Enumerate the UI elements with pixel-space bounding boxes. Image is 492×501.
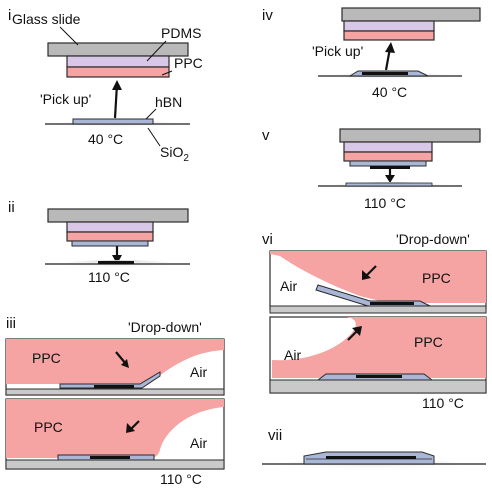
pickup-arrowhead (385, 42, 395, 53)
graphene-flake (326, 456, 416, 459)
arrow-top (365, 265, 377, 277)
label-temp-iii: 110 °C (160, 471, 202, 487)
label-ppc-vi-bottom: PPC (414, 334, 443, 350)
label-pick-up-iv: 'Pick up' (312, 43, 363, 59)
label-ppc-vi-top: PPC (422, 270, 451, 286)
label-ppc-iii-top: PPC (32, 350, 61, 366)
panel-vi: vi 'Drop-down' Air PPC Air PPC 110 °C (262, 231, 487, 411)
pdms-layer (343, 141, 433, 153)
ppc-region-bottom (270, 317, 486, 378)
pickup-arrowhead (112, 80, 122, 90)
ppc-layer (343, 30, 435, 41)
label-air-vi-bottom: Air (284, 347, 301, 363)
label-drop-down-vi: 'Drop-down' (396, 231, 470, 247)
leader-glass (59, 26, 79, 46)
arrowhead-bottom (126, 423, 135, 433)
pdms-layer (66, 221, 154, 233)
leader-pdms (146, 40, 167, 62)
glass-slide (47, 42, 189, 57)
graphene-flake (94, 385, 134, 388)
panel-ii-numeral: ii (8, 199, 15, 216)
graphene-flake (370, 166, 410, 169)
hbn-flake-bent (315, 284, 431, 307)
hbn-flake-bent (59, 371, 161, 389)
substrate-top (269, 305, 487, 314)
drop-arrowhead (112, 255, 122, 264)
glass-slide (339, 128, 481, 143)
hbn-flake (349, 160, 427, 167)
panel-vii: vii (262, 427, 486, 482)
graphene-flake (362, 72, 408, 75)
panel-v: v 110 °C (262, 127, 481, 211)
hbn-flake (72, 118, 154, 125)
panel-iii: iii 'Drop-down' PPC Air PPC Air 110 °C (5, 315, 225, 487)
panel-ii: ii 110 °C (8, 199, 190, 285)
leader-hbn (145, 108, 157, 120)
label-temp-vi: 110 °C (422, 395, 464, 411)
ppc-region-top (6, 339, 224, 384)
label-glass-slide: Glass slide (12, 11, 81, 27)
label-temp-v: 110 °C (364, 195, 406, 211)
pdms-layer (343, 20, 435, 32)
panel-iii-numeral: iii (6, 315, 16, 332)
panel-i-numeral: i (8, 7, 11, 24)
substrate-top (5, 388, 225, 396)
panel-iv: iv 'Pick up' 40 °C (262, 7, 481, 100)
label-ppc: PPC (174, 55, 203, 71)
leader-sio2 (147, 127, 161, 147)
ppc-layer (66, 66, 170, 78)
graphene-flake (90, 456, 130, 459)
ppc-layer (66, 231, 154, 242)
label-temp-ii: 110 °C (88, 269, 130, 285)
panel-iv-numeral: iv (262, 7, 273, 24)
arrowhead-top (362, 270, 371, 280)
label-pick-up: 'Pick up' (40, 91, 91, 107)
label-ppc-iii-bottom: PPC (34, 419, 63, 435)
panel-i: i Glass slide PDMS PPC 'Pick up' hBN 40 … (8, 7, 203, 164)
substrate-bottom (5, 459, 225, 470)
label-air-iii-top: Air (190, 364, 207, 380)
graphene-flake (370, 302, 414, 305)
arrowhead-bottom (352, 326, 362, 336)
glass-slide (341, 7, 481, 22)
graphene-flake (98, 261, 134, 264)
substrate-bottom (269, 379, 487, 394)
label-pdms: PDMS (161, 25, 201, 41)
hbn-flake (71, 240, 149, 247)
label-air-iii-bottom: Air (190, 435, 207, 451)
label-drop-down-iii: 'Drop-down' (128, 319, 202, 335)
arrowhead-top (121, 359, 129, 368)
ppc-layer (343, 151, 433, 162)
label-hbn: hBN (155, 94, 182, 110)
ppc-region-bottom (6, 399, 224, 458)
graphene-flake (356, 375, 402, 378)
leader-ppc (161, 70, 173, 76)
label-air-vi-top: Air (280, 278, 297, 294)
panel-vi-numeral: vi (262, 231, 273, 248)
label-sio2: SiO2 (160, 144, 189, 164)
label-temp-iv: 40 °C (372, 84, 407, 100)
ppc-region-top (270, 251, 486, 303)
bottom-hbn-flake (345, 182, 433, 187)
pdms-layer (66, 55, 170, 68)
panel-vii-numeral: vii (268, 427, 282, 444)
panel-v-numeral: v (262, 127, 270, 144)
drop-arrowhead (385, 175, 395, 183)
glass-slide (47, 208, 189, 223)
label-temp-i: 40 °C (88, 131, 123, 147)
